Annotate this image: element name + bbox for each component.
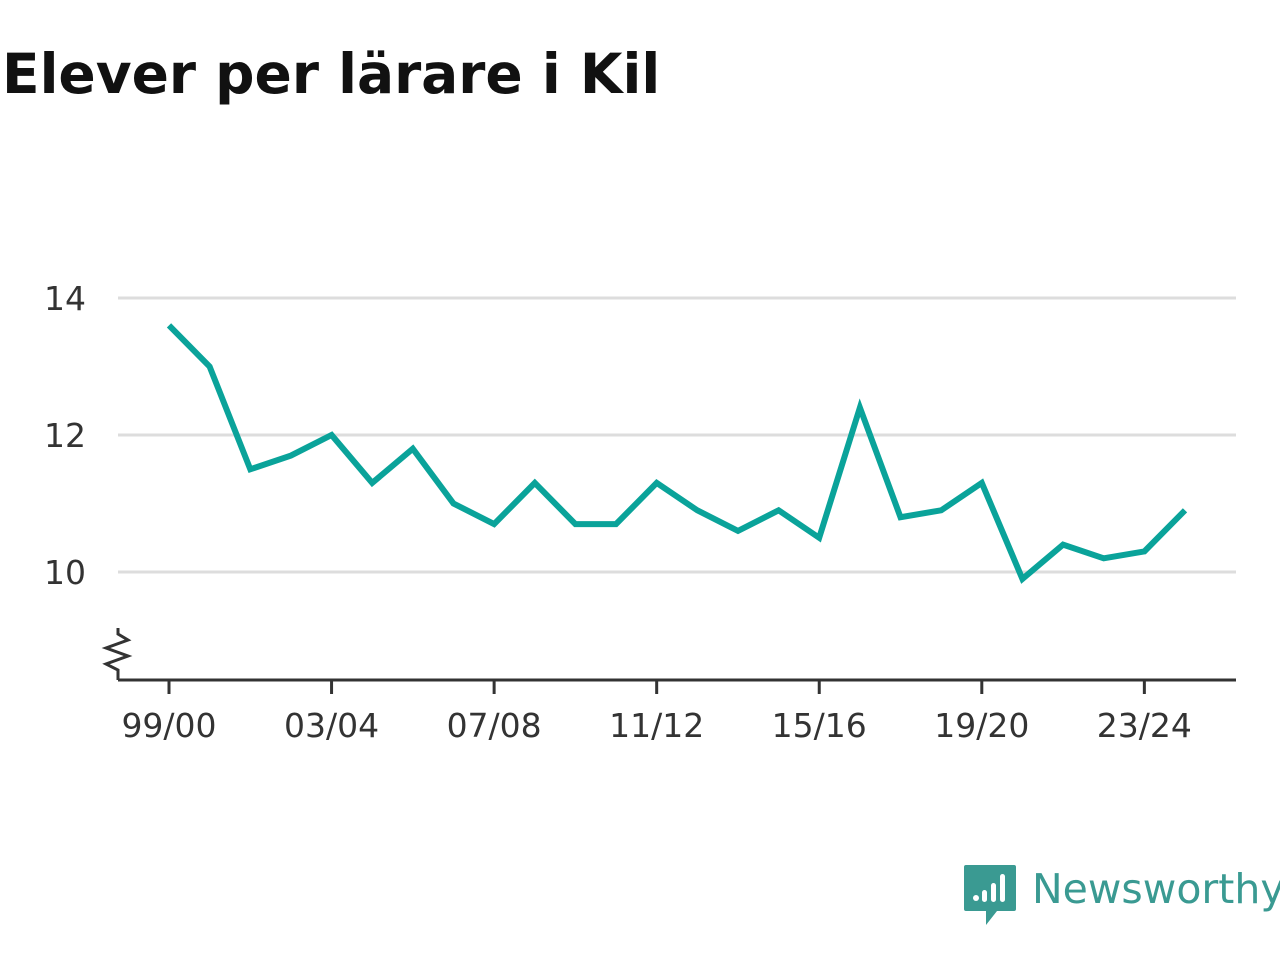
- data-point-00-01: [207, 364, 213, 370]
- x-tick-label-11-12: 11/12: [609, 706, 704, 745]
- data-point-23-24: [1141, 548, 1147, 554]
- data-point-08-09: [532, 480, 538, 486]
- data-point-15-16: [816, 535, 822, 541]
- data-point-02-03: [288, 453, 294, 459]
- x-tick-label-19-20: 19/20: [934, 706, 1029, 745]
- data-point-19-20: [979, 480, 985, 486]
- data-point-01-02: [247, 466, 253, 472]
- series: [166, 322, 1188, 584]
- data-point-17-18: [898, 514, 904, 520]
- y-axis-break: [101, 628, 133, 680]
- data-point-09-10: [572, 521, 578, 527]
- gridlines: [118, 296, 1236, 574]
- data-point-13-14: [735, 528, 741, 534]
- data-point-14-15: [776, 507, 782, 513]
- data-point-12-13: [694, 507, 700, 513]
- y-tick-label-12: 12: [44, 416, 86, 455]
- y-tick-label-14: 14: [44, 279, 86, 318]
- y-tick-label-10: 10: [44, 553, 86, 592]
- x-tick-label-99-00: 99/00: [121, 706, 216, 745]
- data-point-21-22: [1060, 542, 1066, 548]
- axes: 10 12 14 99/00 03/04 07/08 11/12 15/16 19/20 23/2…: [44, 279, 1236, 745]
- data-point-04-05: [369, 480, 375, 486]
- x-tick-label-23-24: 23/24: [1097, 706, 1192, 745]
- data-point-06-07: [451, 501, 457, 507]
- newsworthy-logo-icon: [964, 865, 1016, 925]
- brand-name: Newsworthy: [1032, 865, 1280, 913]
- data-point-20-21: [1019, 576, 1025, 582]
- data-point-99-00: [166, 322, 172, 328]
- x-tick-label-07-08: 07/08: [447, 706, 542, 745]
- data-point-18-19: [938, 507, 944, 513]
- data-point-16-17: [857, 405, 863, 411]
- data-point-05-06: [410, 446, 416, 452]
- x-tick-label-15-16: 15/16: [772, 706, 867, 745]
- data-point-10-11: [613, 521, 619, 527]
- brand-logo: Newsworthy: [964, 865, 1280, 927]
- data-point-07-08: [491, 521, 497, 527]
- data-point-03-04: [329, 432, 335, 438]
- data-point-11-12: [654, 480, 660, 486]
- data-point-24-25: [1182, 507, 1188, 513]
- x-tick-label-03-04: 03/04: [284, 706, 379, 745]
- series-line: [166, 323, 1188, 584]
- chart-title: Elever per lärare i Kil: [2, 42, 661, 106]
- data-point-22-23: [1101, 555, 1107, 561]
